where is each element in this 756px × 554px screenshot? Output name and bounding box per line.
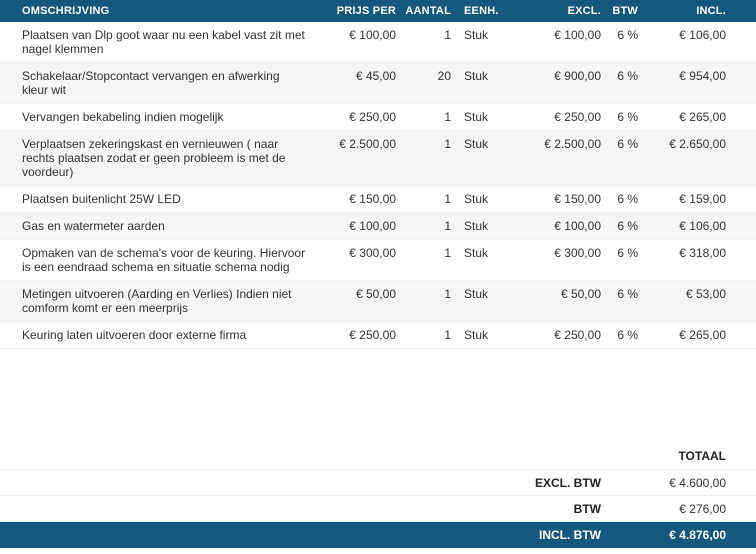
table-row: Vervangen bekabeling indien mogelijk € 2… xyxy=(0,103,756,131)
cell-aantal: 1 xyxy=(396,185,451,213)
cell-omschrijving: Gas en watermeter aarden xyxy=(0,212,322,240)
grand-total-label: INCL. BTW xyxy=(539,528,601,542)
col-header-eenh: EENH. xyxy=(451,0,531,22)
cell-omschrijving: Metingen uitvoeren (Aarding en Verlies) … xyxy=(0,280,322,322)
cell-eenh: Stuk xyxy=(451,239,531,281)
cell-aantal: 1 xyxy=(396,22,451,63)
cell-btw: 6 % xyxy=(601,239,638,281)
totals-btw-value: € 276,00 xyxy=(601,495,756,522)
cell-prijs-per: € 45,00 xyxy=(322,62,396,104)
table-row: Keuring laten uitvoeren door externe fir… xyxy=(0,321,756,349)
totals-excl-label: EXCL. BTW xyxy=(0,469,601,496)
totals-table: TOTAAL EXCL. BTW € 4.600,00 BTW € 276,00 xyxy=(0,443,756,522)
cell-btw: 6 % xyxy=(601,212,638,240)
cell-prijs-per: € 300,00 xyxy=(322,239,396,281)
table-row: Verplaatsen zekeringskast en vernieuwen … xyxy=(0,130,756,186)
cell-incl: € 265,00 xyxy=(638,321,756,349)
cell-prijs-per: € 100,00 xyxy=(322,212,396,240)
totals-row-excl: EXCL. BTW € 4.600,00 xyxy=(0,469,756,496)
cell-omschrijving: Opmaken van de schema's voor de keuring.… xyxy=(0,239,322,281)
cell-eenh: Stuk xyxy=(451,103,531,131)
grand-total-value: € 4.876,00 xyxy=(669,528,726,542)
cell-aantal: 1 xyxy=(396,280,451,322)
whitespace-spacer xyxy=(0,349,756,444)
cell-btw: 6 % xyxy=(601,103,638,131)
totals-row-btw: BTW € 276,00 xyxy=(0,495,756,522)
col-header-incl: INCL. xyxy=(638,0,756,22)
cell-excl: € 250,00 xyxy=(531,103,601,131)
line-items-body: Plaatsen van Dlp goot waar nu een kabel … xyxy=(0,22,756,349)
cell-incl: € 53,00 xyxy=(638,280,756,322)
table-row: Plaatsen buitenlicht 25W LED € 150,00 1 … xyxy=(0,185,756,213)
cell-aantal: 1 xyxy=(396,239,451,281)
cell-eenh: Stuk xyxy=(451,62,531,104)
cell-prijs-per: € 50,00 xyxy=(322,280,396,322)
cell-excl: € 300,00 xyxy=(531,239,601,281)
cell-aantal: 1 xyxy=(396,103,451,131)
line-items-table: OMSCHRIJVING PRIJS PER AANTAL EENH. EXCL… xyxy=(0,0,756,349)
totals-title-spacer xyxy=(0,443,601,470)
cell-omschrijving: Plaatsen buitenlicht 25W LED xyxy=(0,185,322,213)
col-header-prijs-per: PRIJS PER xyxy=(322,0,396,22)
cell-eenh: Stuk xyxy=(451,185,531,213)
cell-btw: 6 % xyxy=(601,321,638,349)
cell-btw: 6 % xyxy=(601,62,638,104)
cell-omschrijving: Keuring laten uitvoeren door externe fir… xyxy=(0,321,322,349)
cell-excl: € 100,00 xyxy=(531,212,601,240)
cell-prijs-per: € 150,00 xyxy=(322,185,396,213)
cell-omschrijving: Plaatsen van Dlp goot waar nu een kabel … xyxy=(0,22,322,63)
totals-title: TOTAAL xyxy=(601,443,756,470)
table-row: Schakelaar/Stopcontact vervangen en afwe… xyxy=(0,62,756,104)
totals-title-row: TOTAAL xyxy=(0,443,756,470)
table-row: Plaatsen van Dlp goot waar nu een kabel … xyxy=(0,22,756,63)
cell-eenh: Stuk xyxy=(451,280,531,322)
cell-aantal: 1 xyxy=(396,130,451,186)
cell-incl: € 106,00 xyxy=(638,212,756,240)
cell-btw: 6 % xyxy=(601,130,638,186)
cell-eenh: Stuk xyxy=(451,321,531,349)
cell-prijs-per: € 250,00 xyxy=(322,321,396,349)
cell-omschrijving: Vervangen bekabeling indien mogelijk xyxy=(0,103,322,131)
col-header-excl: EXCL. xyxy=(531,0,601,22)
col-header-btw: BTW xyxy=(601,0,638,22)
table-row: Opmaken van de schema's voor de keuring.… xyxy=(0,239,756,281)
col-header-aantal: AANTAL xyxy=(396,0,451,22)
cell-eenh: Stuk xyxy=(451,212,531,240)
cell-excl: € 2.500,00 xyxy=(531,130,601,186)
grand-total-bar: INCL. BTW € 4.876,00 xyxy=(0,522,756,548)
cell-incl: € 106,00 xyxy=(638,22,756,63)
cell-aantal: 20 xyxy=(396,62,451,104)
table-row: Metingen uitvoeren (Aarding en Verlies) … xyxy=(0,280,756,322)
cell-btw: 6 % xyxy=(601,22,638,63)
cell-eenh: Stuk xyxy=(451,130,531,186)
cell-excl: € 250,00 xyxy=(531,321,601,349)
cell-omschrijving: Verplaatsen zekeringskast en vernieuwen … xyxy=(0,130,322,186)
cell-excl: € 50,00 xyxy=(531,280,601,322)
cell-prijs-per: € 2.500,00 xyxy=(322,130,396,186)
totals-excl-value: € 4.600,00 xyxy=(601,469,756,496)
table-row: Gas en watermeter aarden € 100,00 1 Stuk… xyxy=(0,212,756,240)
cell-excl: € 900,00 xyxy=(531,62,601,104)
cell-incl: € 954,00 xyxy=(638,62,756,104)
cell-eenh: Stuk xyxy=(451,22,531,63)
cell-aantal: 1 xyxy=(396,212,451,240)
cell-incl: € 2.650,00 xyxy=(638,130,756,186)
cell-incl: € 265,00 xyxy=(638,103,756,131)
totals-btw-label: BTW xyxy=(0,495,601,522)
cell-btw: 6 % xyxy=(601,280,638,322)
cell-prijs-per: € 250,00 xyxy=(322,103,396,131)
cell-excl: € 150,00 xyxy=(531,185,601,213)
cell-incl: € 159,00 xyxy=(638,185,756,213)
cell-incl: € 318,00 xyxy=(638,239,756,281)
cell-prijs-per: € 100,00 xyxy=(322,22,396,63)
cell-omschrijving: Schakelaar/Stopcontact vervangen en afwe… xyxy=(0,62,322,104)
col-header-omschrijving: OMSCHRIJVING xyxy=(0,0,322,22)
table-header-row: OMSCHRIJVING PRIJS PER AANTAL EENH. EXCL… xyxy=(0,0,756,22)
cell-btw: 6 % xyxy=(601,185,638,213)
cell-excl: € 100,00 xyxy=(531,22,601,63)
cell-aantal: 1 xyxy=(396,321,451,349)
